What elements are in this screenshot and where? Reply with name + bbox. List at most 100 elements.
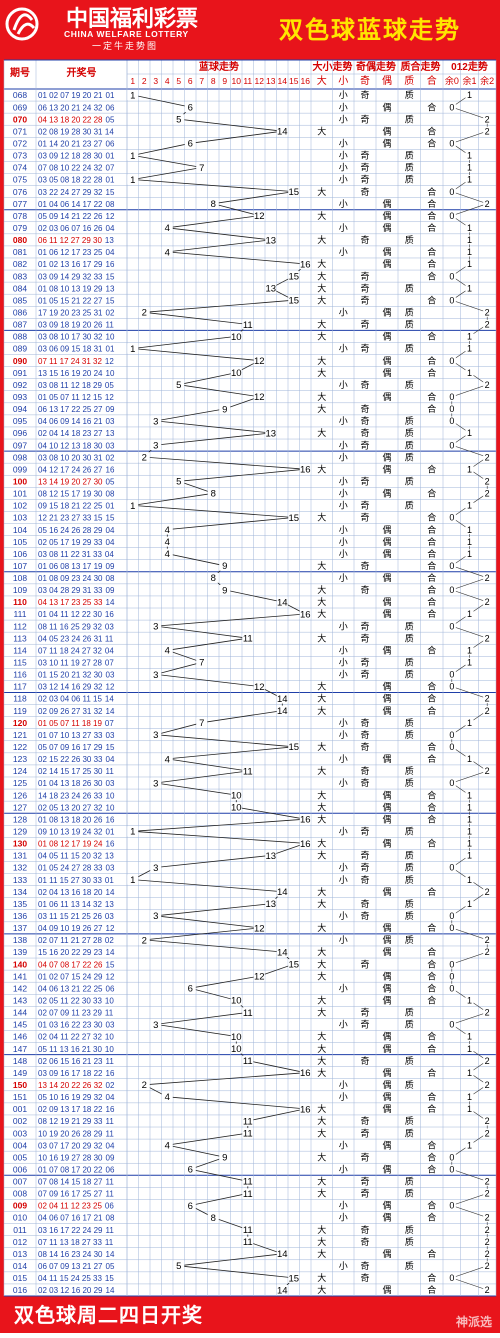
- blue-ball: 05: [106, 1262, 115, 1271]
- blue-ball: 11: [105, 634, 114, 643]
- blue-ball: 13: [105, 852, 114, 861]
- table-row: 111 01 04 11 12 22 30 16 大偶合: [14, 608, 437, 619]
- parity-even-mark: 偶: [382, 886, 391, 897]
- parity-even-mark: 偶: [382, 258, 391, 269]
- blue-point-bg: [138, 307, 150, 318]
- blue-point-bg: [276, 693, 288, 704]
- table-row: 006 01 07 08 17 20 22 06 小 偶 合: [13, 1163, 436, 1174]
- draw-numbers: 02 03 06 07 16 26 04: [38, 224, 115, 233]
- blue-ball: 15: [106, 743, 115, 752]
- issue-number: 139: [13, 947, 27, 957]
- prime-mark: 质: [405, 174, 414, 185]
- size-small-mark: 小: [339, 247, 348, 257]
- blue-point-bg: [138, 934, 150, 945]
- red-balls: 07 11 17 24 31 32: [38, 357, 102, 366]
- blue-point-bg: [184, 138, 196, 149]
- size-big-mark: 大: [317, 946, 326, 957]
- blue-ball: 11: [106, 321, 115, 330]
- composite-mark: 合: [427, 1248, 436, 1259]
- blue-point-bg: [276, 1284, 288, 1295]
- composite-mark: 合: [427, 608, 436, 619]
- parity-sub-header: 奇: [360, 74, 370, 87]
- red-balls: 01 05 07 11 18 19: [38, 719, 102, 728]
- blue-point-bg: [253, 210, 265, 221]
- blue-point-bg: [299, 814, 311, 825]
- blue-ball: 14: [106, 948, 115, 957]
- lottery-logo-icon: [5, 7, 39, 41]
- mod3-mark-bg: [483, 1261, 492, 1271]
- mod3-mark-bg: [465, 549, 474, 559]
- table-row: 091 13 15 16 19 20 24 10 大偶合: [13, 367, 436, 378]
- mod3-mark: 1: [467, 368, 472, 378]
- blue-point-bg: [150, 729, 162, 740]
- blue-ball: 02: [106, 1081, 115, 1090]
- red-balls: 04 06 13 21 22 25: [38, 984, 103, 993]
- composite-mark: 合: [427, 946, 436, 957]
- blue-ball: 07: [105, 719, 114, 728]
- blue-ball: 11: [106, 1178, 115, 1187]
- blue-point-label: 1: [130, 90, 135, 101]
- table-row: 097 04 10 12 13 18 30 03 小 奇 质: [13, 439, 414, 450]
- mod3-mark-bg: [465, 331, 474, 341]
- red-balls: 08 14 16 23 24 30: [38, 1250, 103, 1259]
- mod3-mark: 1: [467, 1068, 472, 1078]
- size-small-mark: 小: [339, 90, 348, 100]
- size-big-mark: 大: [317, 789, 326, 800]
- mod3-mark: 2: [485, 320, 490, 330]
- blue-ball: 15: [105, 1274, 114, 1283]
- parity-even-mark: 偶: [382, 1079, 391, 1090]
- table-row: 073 03 09 12 18 28 30 01 小 奇 质: [13, 150, 414, 161]
- issue-number: 145: [13, 1020, 27, 1030]
- composite-mark: 合: [427, 1043, 436, 1054]
- mod3-mark-bg: [483, 1176, 492, 1186]
- draw-numbers: 06 13 17 22 25 27 09: [38, 405, 115, 414]
- size-small-mark: 小: [339, 163, 348, 173]
- size-small-mark: 小: [339, 537, 348, 547]
- red-balls: 04 05 11 15 20 32: [38, 852, 102, 861]
- blue-ball: 15: [106, 188, 115, 197]
- mod3-mark-bg: [483, 706, 492, 716]
- mod3-mark: 0: [449, 211, 454, 221]
- size-small-mark: 小: [339, 1140, 348, 1150]
- draw-numbers: 14 18 23 24 26 33 10: [38, 791, 115, 800]
- size-small-mark: 小: [339, 911, 348, 921]
- size-big-mark: 大: [317, 270, 326, 281]
- blue-ball: 05: [105, 381, 114, 390]
- mod3-mark-bg: [483, 319, 492, 329]
- mod3-mark-bg: [465, 525, 474, 535]
- mod3-mark-bg: [447, 404, 456, 414]
- red-balls: 03 09 14 29 32 33: [38, 272, 103, 281]
- issue-number: 073: [13, 151, 27, 161]
- draw-numbers: 01 06 12 17 23 25 04: [38, 248, 115, 257]
- mod3-mark-bg: [465, 1140, 474, 1150]
- issue-number: 120: [13, 718, 27, 728]
- size-big-mark: 大: [317, 560, 326, 571]
- size-big-mark: 大: [317, 463, 326, 474]
- red-balls: 03 07 17 20 29 32: [38, 1141, 103, 1150]
- blue-point-label: 12: [254, 972, 265, 983]
- issue-number: 091: [13, 368, 27, 378]
- blue-point-label: 9: [222, 561, 227, 572]
- mod3-mark: 2: [485, 114, 490, 124]
- red-balls: 10 16 19 27 28 30: [38, 1153, 103, 1162]
- mod3-mark: 1: [467, 658, 472, 668]
- watermark-text: 神派选: [456, 1314, 492, 1329]
- blue-ball: 13: [105, 236, 114, 245]
- red-balls: 17 19 20 23 25 31: [38, 308, 103, 317]
- blue-point-label: 13: [265, 899, 276, 910]
- mod3-mark: 1: [467, 151, 472, 161]
- draw-numbers: 05 11 13 16 21 30 10: [38, 1045, 114, 1054]
- mod3-mark: 2: [485, 1189, 490, 1199]
- draw-numbers: 08 14 16 23 24 30 14: [38, 1250, 115, 1259]
- parity-even-mark: 偶: [382, 801, 391, 812]
- blue-point-bg: [288, 512, 300, 523]
- draw-numbers: 03 16 17 22 24 29 11: [38, 1226, 114, 1235]
- table-row: 098 03 08 10 20 30 31 02 小 偶 质: [13, 451, 414, 462]
- red-balls: 02 04 11 22 27 32: [38, 1033, 102, 1042]
- blue-number-header: 12: [255, 76, 265, 86]
- blue-point-bg: [196, 717, 208, 728]
- size-big-mark: 大: [317, 1284, 326, 1295]
- blue-ball: 16: [105, 610, 114, 619]
- mod3-mark-bg: [483, 126, 492, 136]
